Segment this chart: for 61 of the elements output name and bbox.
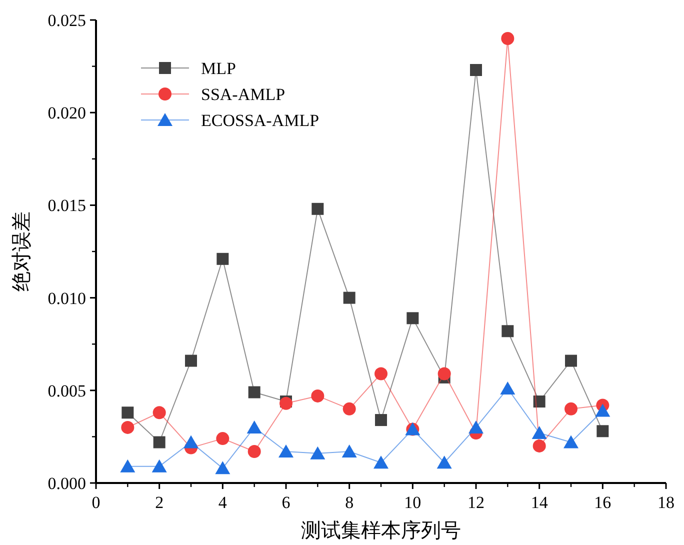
x-tick-label: 0 bbox=[92, 493, 100, 512]
point bbox=[152, 459, 167, 472]
y-tick-label: 0.025 bbox=[48, 11, 86, 30]
x-tick-label: 4 bbox=[218, 493, 228, 512]
point bbox=[310, 446, 326, 460]
x-tick-label: 6 bbox=[282, 493, 290, 512]
x-tick-label: 8 bbox=[345, 493, 354, 512]
point bbox=[564, 435, 578, 448]
point bbox=[565, 354, 577, 367]
x-tick-label: 14 bbox=[530, 493, 548, 512]
y-tick-label: 0.015 bbox=[48, 196, 86, 216]
point bbox=[342, 402, 356, 416]
point bbox=[120, 459, 136, 472]
x-tick-label: 12 bbox=[468, 493, 484, 512]
y-tick-label: 0.000 bbox=[48, 474, 86, 493]
point bbox=[152, 406, 166, 420]
x-tick-label: 10 bbox=[404, 493, 422, 512]
point bbox=[278, 444, 294, 458]
y-tick-label: 0.005 bbox=[48, 381, 86, 400]
point bbox=[470, 64, 482, 76]
point bbox=[374, 367, 388, 380]
point bbox=[500, 382, 516, 395]
point bbox=[502, 325, 514, 338]
x-axis-title: 测试集样本序列号 bbox=[301, 520, 461, 542]
point bbox=[312, 202, 324, 215]
point bbox=[595, 404, 610, 417]
point bbox=[533, 396, 546, 408]
point bbox=[501, 32, 514, 46]
point bbox=[311, 389, 324, 402]
point bbox=[121, 420, 134, 434]
point bbox=[184, 435, 198, 448]
point bbox=[246, 420, 262, 434]
point bbox=[532, 439, 546, 452]
x-tick-label: 18 bbox=[658, 493, 674, 512]
point bbox=[564, 402, 578, 416]
x-tick-label: 2 bbox=[155, 493, 164, 512]
point bbox=[532, 426, 547, 439]
legend-label: SSA-AMLP bbox=[201, 85, 286, 104]
legend-label: MLP bbox=[201, 59, 236, 78]
y-tick-label: 0.010 bbox=[48, 288, 86, 308]
point bbox=[468, 420, 484, 434]
point bbox=[248, 445, 261, 458]
point bbox=[215, 461, 230, 474]
y-axis-title: 绝对误差 bbox=[11, 212, 33, 292]
y-tick-label: 0.020 bbox=[48, 104, 86, 123]
x-tick-label: 16 bbox=[594, 493, 612, 512]
point bbox=[343, 292, 356, 304]
point bbox=[342, 444, 357, 458]
point bbox=[122, 406, 134, 419]
point bbox=[216, 252, 229, 265]
point bbox=[375, 414, 387, 426]
point bbox=[216, 432, 230, 446]
point bbox=[436, 456, 452, 469]
point bbox=[406, 312, 419, 324]
point bbox=[438, 367, 451, 380]
point bbox=[374, 456, 388, 469]
point bbox=[596, 425, 609, 438]
point bbox=[185, 354, 197, 367]
point bbox=[248, 386, 260, 398]
legend-label: ECOSSA-AMLP bbox=[201, 111, 320, 130]
point bbox=[153, 436, 166, 448]
